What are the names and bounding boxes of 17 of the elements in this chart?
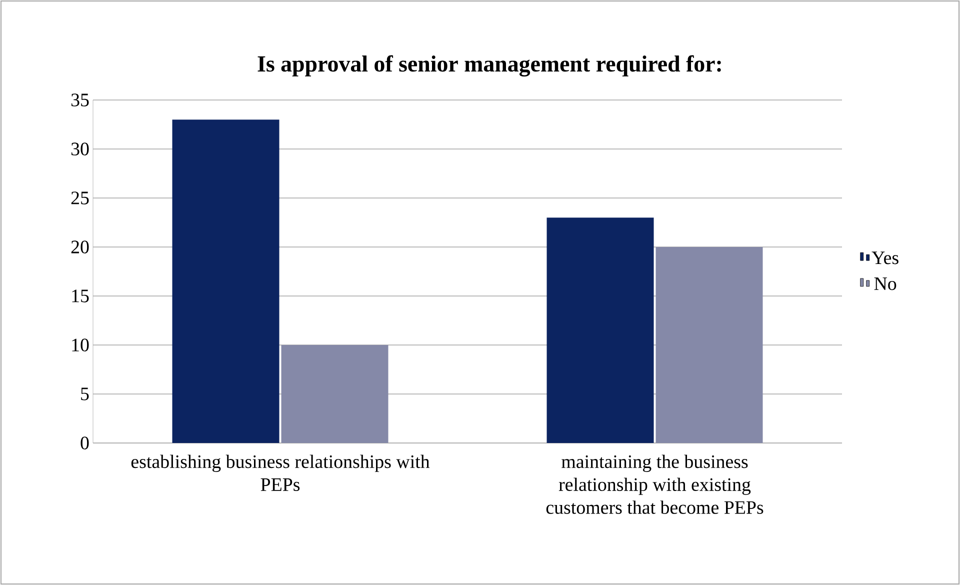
y-tick-label: 0 [80,436,89,450]
y-tick-label: 30 [71,142,89,156]
x-tick-label: maintaining the business relationship with existing customers that become PEPs [546,454,764,514]
y-tick-label: 5 [81,388,89,400]
chart-title: Is approval of senior management required for: [258,55,721,77]
y-tick-label: 15 [72,290,89,302]
legend-label: No [874,277,896,290]
y-tick-label: 25 [71,192,89,204]
y-tick-label: 20 [71,240,89,254]
bar [281,344,388,443]
legend-label: Yes [872,252,898,264]
y-tick-label: 35 [71,94,89,106]
x-tick-label: establishing business relationships with PEPs [131,454,430,492]
bar [546,218,654,443]
bar [172,120,280,443]
bar [656,246,763,443]
y-tick-label: 10 [72,338,89,352]
